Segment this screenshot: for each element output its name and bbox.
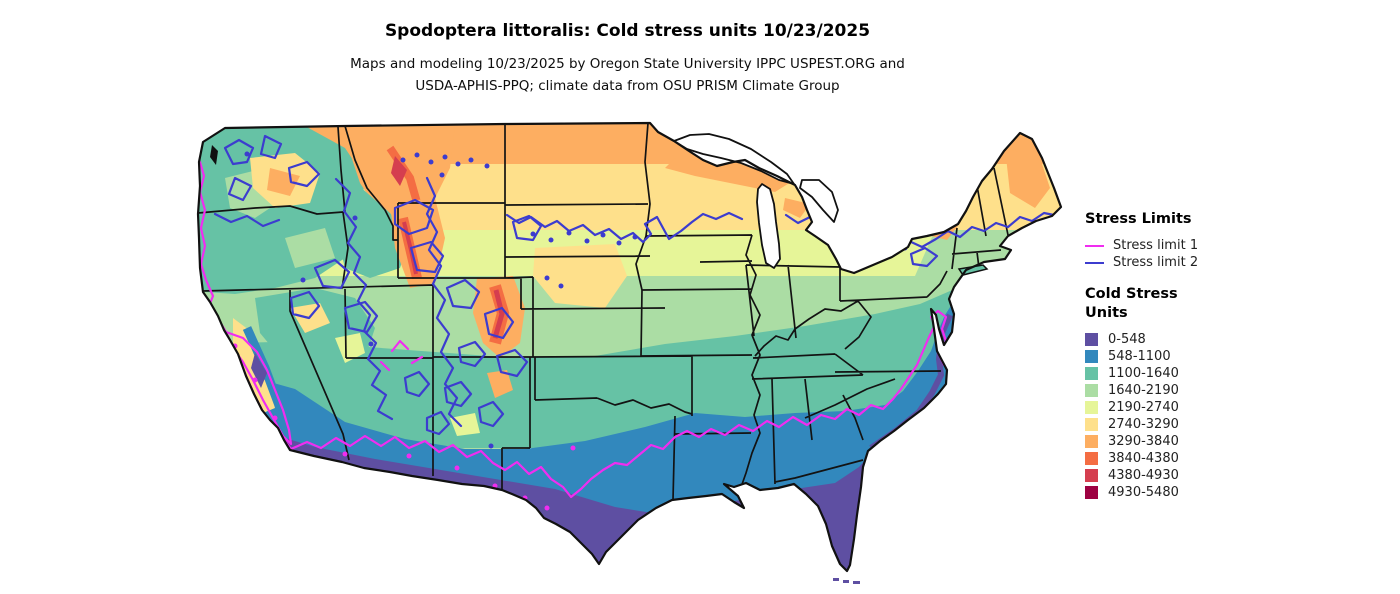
puget-sound — [210, 145, 218, 165]
us-map — [195, 118, 1065, 588]
raster-patch — [492, 289, 505, 339]
legend-item-cold-stress: 2190-2740 — [1085, 399, 1395, 416]
range-label: 548-1100 — [1108, 349, 1171, 364]
color-swatch — [1085, 418, 1098, 431]
range-label: 0-548 — [1108, 332, 1146, 347]
raster-patch — [251, 353, 267, 388]
stress-limits-heading: Stress Limits — [1085, 211, 1192, 227]
legend-item-cold-stress: 4380-4930 — [1085, 467, 1395, 484]
range-label: 3840-4380 — [1108, 451, 1179, 466]
legend-item-stress-limit-2: Stress limit 2 — [1085, 254, 1395, 271]
raster-patch — [335, 178, 410, 278]
range-label: 4930-5480 — [1108, 485, 1179, 500]
range-label: 1640-2190 — [1108, 383, 1179, 398]
legend-item-cold-stress: 548-1100 — [1085, 348, 1395, 365]
color-swatch — [1085, 384, 1098, 397]
raster-patch — [665, 158, 791, 192]
range-label: 2190-2740 — [1108, 400, 1179, 415]
us-map-svg — [196, 121, 1063, 584]
cold-stress-heading-line1: Cold Stress — [1085, 286, 1178, 302]
cold-stress-units-heading: Cold Stress Units — [1085, 285, 1395, 323]
florida-keys — [833, 578, 860, 584]
us-outline — [196, 121, 1063, 573]
color-swatch — [1085, 486, 1098, 499]
stress-limit-1-label: Stress limit 1 — [1113, 238, 1199, 253]
legend-item-cold-stress: 1640-2190 — [1085, 382, 1395, 399]
cold-stress-heading-line2: Units — [1085, 305, 1128, 321]
header: Spodoptera littoralis: Cold stress units… — [0, 0, 1255, 97]
cold-stress-rows: 0-548 548-1100 1100-1640 1640-2190 2190-… — [1085, 331, 1395, 501]
raster-patch — [1005, 148, 1050, 208]
stress-limit-2-contour — [213, 134, 1056, 449]
color-swatch — [1085, 401, 1098, 414]
stress-limit-2-dots — [244, 151, 908, 449]
raster-patch — [335, 333, 365, 363]
color-swatch — [1085, 367, 1098, 380]
legend-item-cold-stress: 3290-3840 — [1085, 433, 1395, 450]
legend-item-cold-stress: 0-548 — [1085, 331, 1395, 348]
range-label: 1100-1640 — [1108, 366, 1179, 381]
legend-item-cold-stress: 2740-3290 — [1085, 416, 1395, 433]
stress-limit-1-line-swatch — [1085, 244, 1104, 247]
page-title: Spodoptera littoralis: Cold stress units… — [384, 21, 871, 41]
raster-patch — [533, 244, 627, 308]
color-swatch — [1085, 333, 1098, 346]
raster-patch — [450, 413, 480, 436]
lake-michigan — [756, 183, 781, 269]
stress-limit-2-label: Stress limit 2 — [1113, 255, 1199, 270]
color-swatch — [1085, 469, 1098, 482]
cold-stress-raster — [198, 123, 1061, 571]
color-swatch — [1085, 452, 1098, 465]
range-label: 4380-4930 — [1108, 468, 1179, 483]
raster-patch — [285, 228, 335, 268]
raster-patch — [267, 168, 300, 196]
subtitle-line-2: USDA-APHIS-PPQ; climate data from OSU PR… — [415, 78, 840, 94]
range-label: 3290-3840 — [1108, 434, 1179, 449]
raster-patch — [487, 370, 513, 398]
legend-item-cold-stress: 4930-5480 — [1085, 484, 1395, 501]
stress-limit-2-line-swatch — [1085, 261, 1104, 264]
color-swatch — [1085, 435, 1098, 448]
legend: Stress Limits Stress limit 1 Stress limi… — [1085, 210, 1395, 501]
lake-huron — [799, 179, 839, 223]
legend-item-cold-stress: 3840-4380 — [1085, 450, 1395, 467]
legend-item-cold-stress: 1100-1640 — [1085, 365, 1395, 382]
legend-item-stress-limit-1: Stress limit 1 — [1085, 237, 1395, 254]
subtitle-line-1: Maps and modeling 10/23/2025 by Oregon S… — [350, 56, 905, 72]
color-swatch — [1085, 350, 1098, 363]
range-label: 2740-3290 — [1108, 417, 1179, 432]
stress-limit-rows: Stress limit 1 Stress limit 2 — [1085, 237, 1395, 271]
raster-patch — [391, 156, 407, 186]
